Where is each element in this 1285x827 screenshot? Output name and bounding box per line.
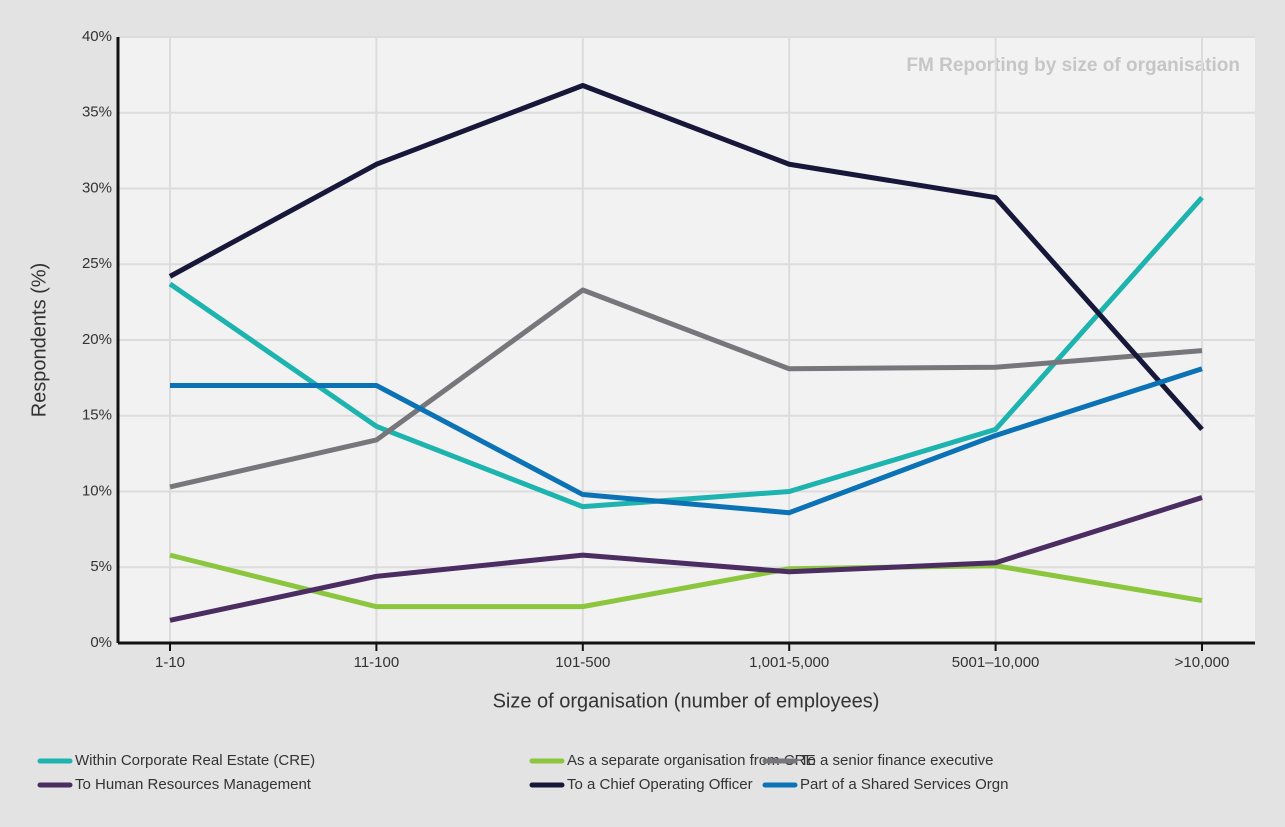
y-tick-label: 25% [82,255,112,272]
x-tick-label: 1,001-5,000 [749,654,829,671]
y-tick-label: 0% [90,634,112,651]
y-tick-label: 30% [82,179,112,196]
series-line [169,287,1203,490]
legend-label: To a Chief Operating Officer [567,776,753,793]
legend-label: Within Corporate Real Estate (CRE) [75,752,315,769]
x-tick-label: 101-500 [555,654,610,671]
y-tick-label: 5% [90,558,112,575]
x-tick-label: 11-100 [354,654,400,671]
legend-label: To a senior finance executive [800,752,993,769]
x-tick-label: 1-10 [155,654,185,671]
chart-title: FM Reporting by size of organisation [906,55,1240,76]
legend-label: To Human Resources Management [75,776,312,793]
x-axis-label: Size of organisation (number of employee… [493,690,880,712]
x-tick-label: 5001–10,000 [952,654,1040,671]
y-tick-label: 10% [82,482,112,499]
series-line [170,366,1203,516]
legend-label: As a separate organisation from CRE [567,752,815,769]
series-line [169,552,1203,610]
x-tick-label: >10,000 [1175,654,1230,671]
legend-label: Part of a Shared Services Orgn [800,776,1008,793]
y-tick-label: 40% [82,28,112,45]
series-line [168,195,1204,510]
y-tick-label: 20% [82,331,112,348]
series-line [169,495,1203,623]
y-tick-label: 35% [82,104,112,121]
series-line [168,82,1204,432]
y-tick-label: 15% [82,407,112,424]
y-axis-label: Respondents (%) [28,263,50,418]
